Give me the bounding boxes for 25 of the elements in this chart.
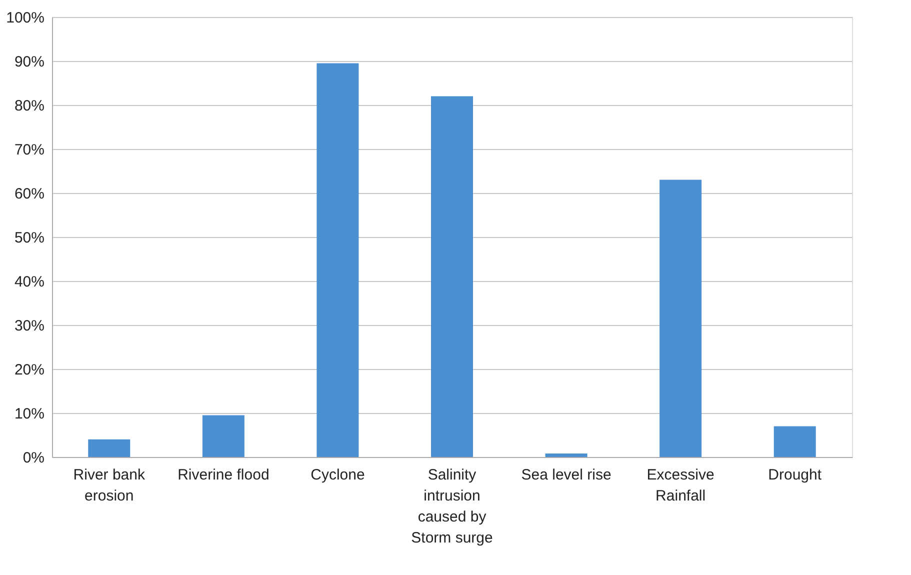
- y-tick-label: 60%: [14, 186, 44, 202]
- x-tick-label: Excessive Rainfall: [646, 466, 714, 504]
- y-tick-label: 30%: [14, 318, 44, 334]
- y-tick-label: 70%: [14, 142, 44, 158]
- x-tick-label: Drought: [768, 466, 822, 484]
- y-tick-label: 10%: [14, 406, 44, 422]
- x-tick-label: River bank erosion: [73, 466, 146, 504]
- y-tick-label: 20%: [14, 362, 44, 378]
- x-tick-label: Riverine flood: [178, 466, 270, 484]
- y-tick-label: 50%: [14, 230, 44, 246]
- x-tick-label: Cyclone: [310, 466, 365, 484]
- bar: [202, 415, 244, 457]
- bar: [660, 180, 702, 457]
- x-tick-label: Sea level rise: [521, 466, 612, 484]
- y-tick-label: 100%: [6, 10, 44, 26]
- y-tick-label: 0%: [22, 450, 44, 466]
- y-tick-label: 40%: [14, 274, 44, 290]
- bar: [431, 96, 473, 457]
- y-tick-label: 80%: [14, 98, 44, 114]
- x-tick-label: Salinity intrusion caused by Storm surge: [411, 466, 493, 546]
- y-tick-label: 90%: [14, 54, 44, 70]
- bar: [545, 453, 588, 457]
- bar: [88, 439, 130, 457]
- bar: [316, 63, 359, 457]
- bar: [774, 426, 816, 457]
